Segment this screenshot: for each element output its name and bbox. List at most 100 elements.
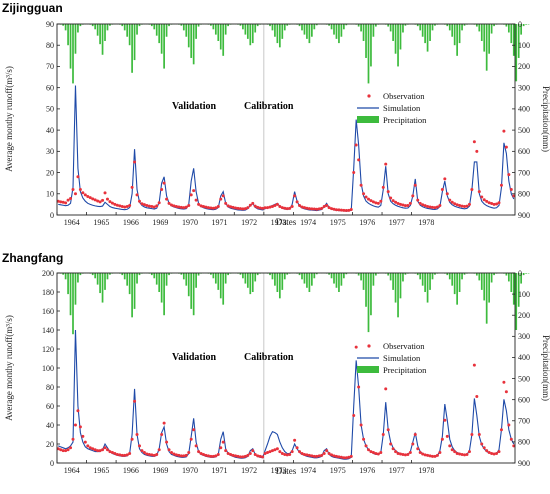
observation-point <box>93 198 97 202</box>
observation-point <box>167 201 171 205</box>
observation-point <box>251 449 255 453</box>
legend-precipitation-swatch <box>357 366 379 373</box>
observation-point <box>347 208 351 212</box>
precipitation-bar <box>74 24 77 54</box>
observation-point <box>147 204 151 208</box>
observation-point <box>187 203 191 207</box>
observation-point <box>66 198 70 202</box>
observation-point <box>463 453 467 457</box>
precipitation-bar <box>217 24 220 41</box>
precipitation-bar <box>330 24 333 30</box>
y2-tick-label: 200 <box>518 62 530 71</box>
observation-point <box>61 200 65 204</box>
x-tick-label: 1973 <box>271 218 287 227</box>
observation-point <box>179 454 183 458</box>
x-tick-label: 1973 <box>271 466 287 475</box>
observation-point <box>443 418 447 422</box>
precipitation-bar <box>510 273 513 292</box>
observation-point <box>184 453 188 457</box>
precipitation-bar <box>256 273 259 276</box>
observation-point <box>273 203 277 207</box>
observation-point <box>266 451 270 455</box>
precipitation-bar <box>357 24 360 27</box>
observation-point <box>71 437 75 441</box>
observation-point <box>391 199 395 203</box>
observation-point <box>202 205 206 209</box>
x-tick-label: 1978 <box>418 466 434 475</box>
observation-point <box>157 448 161 452</box>
observation-point <box>325 203 329 207</box>
precipitation-bar <box>227 273 229 276</box>
observation-point <box>115 452 119 456</box>
observation-point <box>347 455 351 459</box>
observation-point <box>160 433 164 436</box>
precipitation-bar <box>242 24 244 30</box>
observation-point <box>322 452 326 455</box>
observation-point <box>216 452 220 456</box>
precipitation-bar <box>456 24 458 56</box>
observation-point <box>219 446 223 450</box>
observation-point <box>123 205 127 209</box>
precipitation-bar <box>123 273 126 280</box>
observation-point <box>435 205 439 209</box>
observation-point <box>440 437 444 441</box>
observation-point <box>482 446 486 450</box>
observation-point <box>275 202 279 206</box>
observation-point <box>98 449 102 453</box>
observation-point <box>339 208 343 212</box>
precipitation-bar <box>182 273 185 280</box>
observation-point <box>221 440 225 444</box>
legend-observation-label: Observation <box>383 341 425 351</box>
observation-point <box>433 206 437 210</box>
observation-point <box>197 450 201 454</box>
observation-point <box>251 201 255 205</box>
validation-label: Validation <box>172 101 217 112</box>
observation-point <box>406 452 410 456</box>
observation-point <box>426 453 430 457</box>
observation-point <box>428 205 432 209</box>
observation-point <box>325 449 329 453</box>
observation-point <box>202 452 206 456</box>
observation-point <box>258 454 262 458</box>
observation-point <box>96 449 100 453</box>
precipitation-bar <box>451 24 454 37</box>
precipitation-bar <box>365 24 367 58</box>
observation-point <box>56 447 60 451</box>
observation-point <box>475 149 479 153</box>
observation-point <box>502 129 506 133</box>
precipitation-bar <box>301 273 303 280</box>
observation-point <box>285 207 289 211</box>
precipitation-bar <box>515 273 518 330</box>
observation-point <box>61 449 65 453</box>
observation-point <box>490 452 494 455</box>
y2-axis-ticks: 0 100 200 300 400 500 600 700 800 900 <box>512 20 530 220</box>
observation-point <box>426 205 430 209</box>
precipitation-bar <box>372 24 375 37</box>
observation-point <box>487 201 491 205</box>
precipitation-bar <box>507 273 510 282</box>
precipitation-bar <box>77 273 79 283</box>
observation-point <box>71 188 75 192</box>
plot-frame <box>56 23 516 216</box>
precipitation-bar <box>180 24 183 26</box>
precipitation-bar <box>123 24 126 31</box>
precipitation-bar <box>315 273 318 275</box>
y-tick-label: 0 <box>50 211 54 220</box>
precipitation-bar <box>274 24 276 37</box>
observation-point <box>399 202 402 206</box>
observation-point <box>142 451 146 455</box>
precipitation-bar <box>446 273 449 276</box>
observation-point <box>273 448 277 452</box>
precipitation-bar <box>429 273 431 290</box>
observation-point <box>334 454 338 458</box>
observation-point <box>150 205 154 209</box>
precipitation-bar <box>278 273 281 299</box>
observation-point <box>435 453 439 457</box>
y2-tick-label: 500 <box>518 126 530 135</box>
observation-point <box>209 454 213 458</box>
precipitation-bar <box>478 273 481 281</box>
observation-point <box>118 204 122 208</box>
observation-point <box>206 454 210 458</box>
precipitation-bar <box>493 273 495 276</box>
observation-point <box>310 454 314 458</box>
